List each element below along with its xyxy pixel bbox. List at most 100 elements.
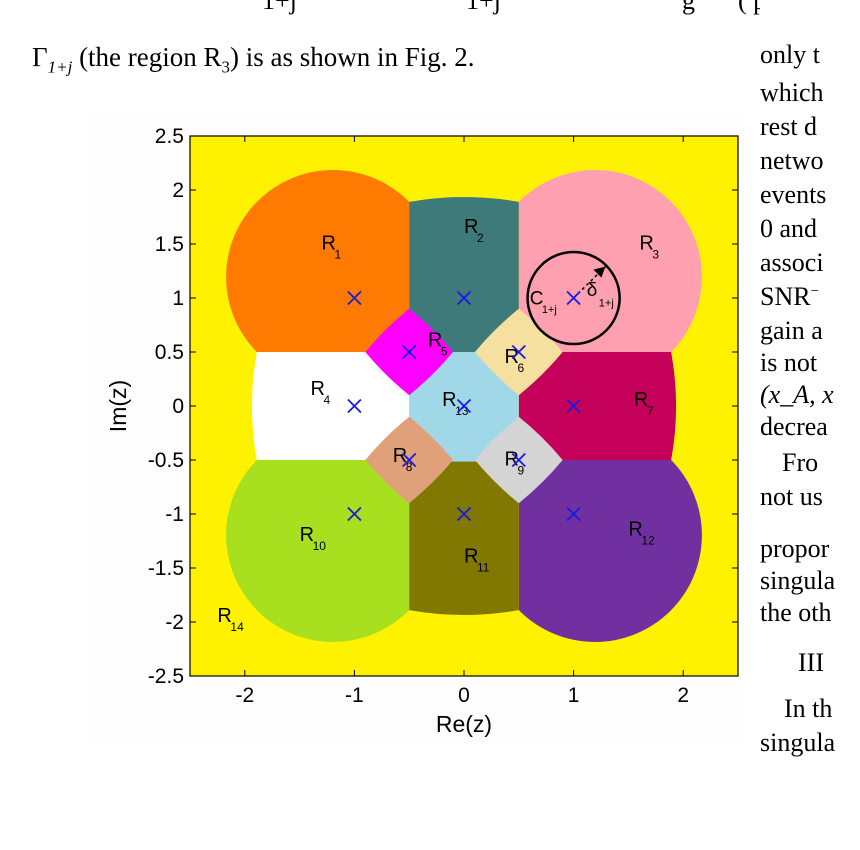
lattice-point-marker: [566, 398, 581, 414]
column-line: rest d: [760, 112, 818, 141]
circle-c1j: [526, 250, 621, 346]
region-label-subscript: 3: [652, 247, 659, 261]
region-label: R: [505, 448, 519, 470]
column-line: associ: [760, 248, 824, 277]
lattice-point-marker: [347, 506, 362, 522]
x-tick-label: 1: [568, 684, 580, 707]
lattice-point-marker: [456, 398, 472, 414]
region-label-subscript: 5: [441, 345, 448, 359]
region-label: R: [464, 546, 478, 568]
cut-fragment: ( p: [738, 0, 760, 15]
region-label-subscript: 10: [313, 539, 327, 553]
y-tick-label: 2: [172, 179, 184, 202]
y-tick-label: -1.5: [148, 557, 184, 580]
y-tick-label: -2.5: [148, 665, 184, 688]
region-plot: -2 -1 0 1 22.521.510.50-0.5-1-1.5-2-2.5Re(z)…: [90, 116, 745, 744]
y-tick-label: 0: [172, 395, 184, 418]
region-label: R: [628, 519, 642, 541]
column-line: the oth: [760, 598, 832, 627]
region-label: R: [393, 445, 407, 467]
radius-arrowhead: [593, 266, 606, 278]
lattice-point-marker: [347, 398, 362, 414]
region-label-subscript: 14: [230, 620, 244, 634]
region-r11-area: [409, 460, 519, 615]
region-label: R: [428, 330, 442, 352]
region-label: R: [442, 389, 456, 411]
region-label: R: [464, 216, 478, 238]
cut-fragment: 1+j: [466, 0, 501, 15]
column-line: only t: [760, 40, 820, 69]
region-label: R: [300, 524, 314, 546]
region-subscript: 3: [221, 57, 231, 77]
lattice-point-marker: [347, 290, 362, 306]
caption-text: (the region R: [72, 42, 222, 72]
lattice-point-marker: [456, 290, 472, 306]
cut-fragment: g: [682, 0, 695, 15]
right-text-column: only t which rest d netwo events 0 and a…: [758, 38, 860, 850]
region-label-subscript: 8: [406, 460, 413, 474]
lattice-point-marker: [511, 344, 526, 360]
lattice-point-marker: [566, 290, 581, 306]
region-r1-area: [226, 169, 410, 352]
lattice-point-marker: [566, 506, 581, 522]
x-tick-label: 0: [458, 684, 470, 707]
lattice-point-marker: [456, 506, 472, 522]
y-tick-label: -0.5: [148, 449, 184, 472]
region-label-subscript: 2: [477, 231, 484, 245]
figure-reference-sentence: Γ1+j (the region R3) is as shown in Fig.…: [32, 42, 475, 77]
region-label-subscript: 7: [647, 404, 654, 418]
y-tick-label: -1: [165, 503, 184, 526]
y-tick-label: 2.5: [155, 125, 184, 148]
lattice-point-marker: [511, 452, 526, 468]
x-tick-label: -1: [345, 684, 364, 707]
gamma-symbol: Γ: [32, 42, 48, 72]
region-label-subscript: 13: [455, 404, 469, 418]
cut-fragment: 1+j: [262, 0, 297, 15]
region-label-subscript: 9: [518, 463, 525, 477]
column-line: events: [760, 180, 827, 209]
column-line: is not: [760, 348, 818, 377]
column-line: decrea: [760, 412, 828, 441]
region-label: R: [634, 389, 648, 411]
region-label-subscript: 6: [518, 361, 525, 375]
region-r4-area: [251, 352, 410, 460]
lattice-point-marker: [402, 344, 417, 360]
y-axis-label: Im(z): [105, 380, 131, 432]
delta-label-subscript: 1+j: [599, 298, 614, 310]
delta-label: δ: [587, 280, 598, 301]
region-label: R: [322, 232, 336, 254]
x-tick-label: -2: [235, 684, 254, 707]
cut-off-text-line: 1+j 1+j g ( p: [0, 0, 760, 18]
column-line: In th: [784, 694, 833, 723]
x-axis-label: Re(z): [436, 711, 492, 737]
section-heading: III: [798, 648, 824, 677]
figure-2-region-map: -2 -1 0 1 2 2.5 2 1.5 1 0.5 0 -0.5 -1 -1.5 -2 -2.5 Re(z)…: [90, 116, 745, 744]
region-r10-area: [226, 460, 410, 643]
circle-label: C: [530, 288, 544, 309]
region-label: R: [311, 378, 325, 400]
column-line: (x_A, x: [760, 380, 834, 409]
column-line: SNR−: [760, 282, 820, 311]
region-label-subscript: 1: [335, 247, 342, 261]
y-tick-label: 1: [172, 287, 184, 310]
caption-tail: ) is as shown in Fig. 2.: [230, 42, 475, 72]
region-label: R: [505, 346, 519, 368]
region-label: R: [639, 232, 653, 254]
column-line: singula: [760, 728, 836, 757]
region-r7-area: [518, 352, 677, 460]
x-tick-label: 2: [677, 684, 689, 707]
region-label: R: [217, 605, 231, 627]
column-line: not us: [760, 482, 823, 511]
region-label-subscript: 12: [641, 534, 655, 548]
region-r2-area: [409, 197, 519, 352]
region-r12-area: [518, 460, 702, 643]
circle-label-subscript: 1+j: [542, 304, 557, 316]
column-line: Fro: [782, 448, 819, 477]
region-r3-area: [518, 169, 702, 352]
column-line: netwo: [760, 146, 824, 175]
gamma-subscript: 1+j: [47, 57, 73, 77]
column-line: propor: [760, 534, 830, 563]
column-line: which: [760, 78, 824, 107]
region-label-subscript: 11: [477, 561, 490, 575]
y-tick-label: 1.5: [155, 233, 184, 256]
